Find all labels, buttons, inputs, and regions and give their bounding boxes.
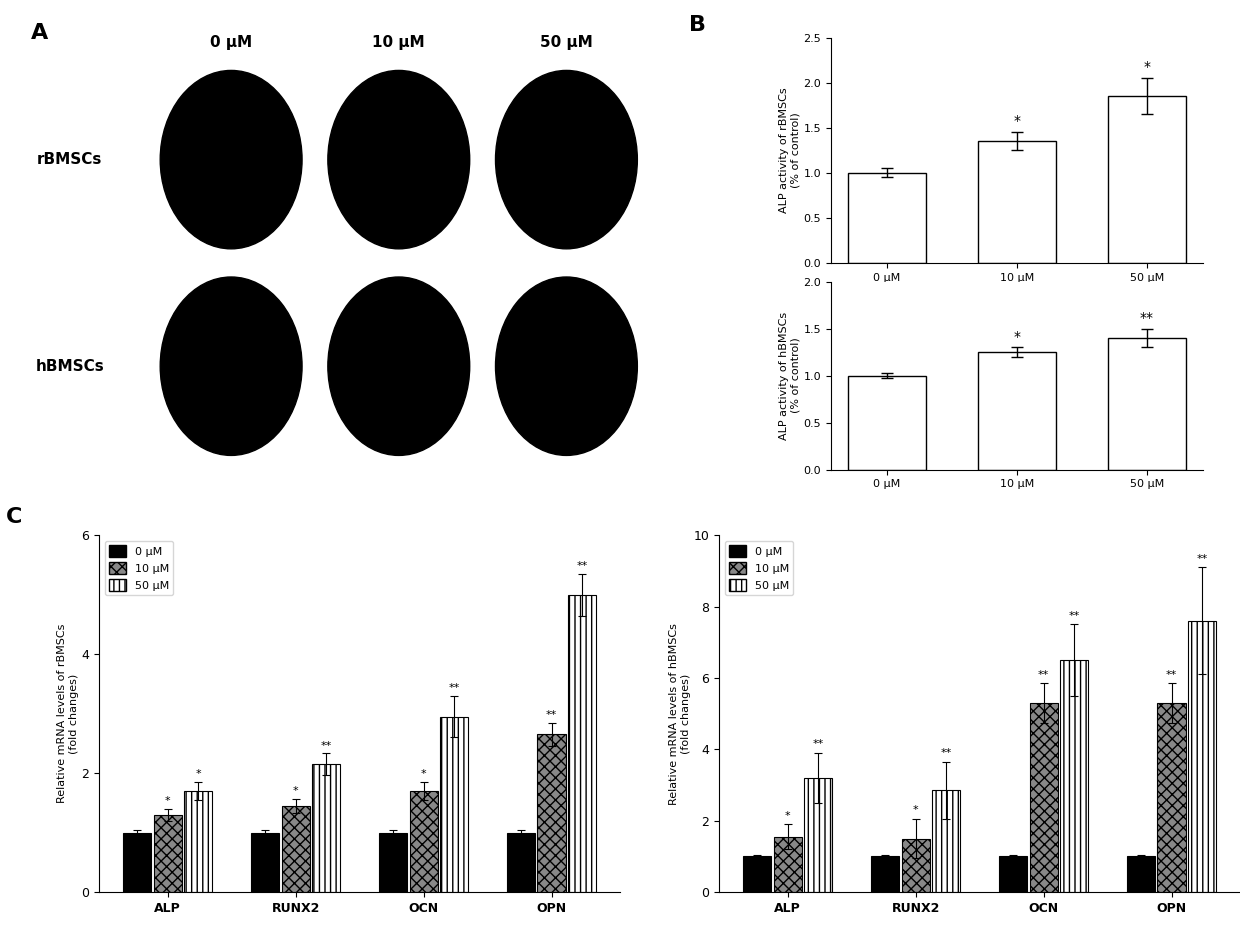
Text: 50 μM: 50 μM bbox=[541, 35, 593, 50]
Bar bbox=[537, 734, 565, 892]
Bar bbox=[774, 837, 802, 892]
Text: *: * bbox=[913, 806, 919, 815]
Bar bbox=[568, 594, 596, 892]
Bar bbox=[409, 791, 438, 892]
Bar bbox=[901, 839, 930, 892]
Y-axis label: ALP activity of hBMSCs
(% of control): ALP activity of hBMSCs (% of control) bbox=[779, 312, 801, 439]
Bar bbox=[1060, 660, 1089, 892]
Ellipse shape bbox=[160, 277, 303, 455]
Y-axis label: ALP activity of rBMSCs
(% of control): ALP activity of rBMSCs (% of control) bbox=[779, 87, 801, 213]
Text: **: ** bbox=[812, 739, 825, 749]
Text: **: ** bbox=[1038, 670, 1049, 680]
Text: hBMSCs: hBMSCs bbox=[36, 359, 104, 374]
Bar bbox=[185, 791, 212, 892]
Bar bbox=[123, 833, 151, 892]
Text: **: ** bbox=[1069, 611, 1080, 621]
Text: *: * bbox=[1013, 114, 1021, 128]
Text: rBMSCs: rBMSCs bbox=[37, 152, 103, 167]
Text: C: C bbox=[5, 507, 22, 527]
Bar bbox=[1107, 338, 1185, 470]
Text: **: ** bbox=[1166, 670, 1177, 680]
Text: *: * bbox=[785, 810, 790, 821]
Bar bbox=[281, 806, 310, 892]
Ellipse shape bbox=[496, 277, 637, 455]
Bar bbox=[978, 141, 1055, 263]
Legend: 0 μM, 10 μM, 50 μM: 0 μM, 10 μM, 50 μM bbox=[104, 541, 174, 595]
Text: **: ** bbox=[546, 710, 557, 719]
Bar bbox=[1157, 703, 1185, 892]
Text: **: ** bbox=[321, 741, 332, 750]
Text: 0 μM: 0 μM bbox=[210, 35, 252, 50]
Bar bbox=[805, 777, 832, 892]
Ellipse shape bbox=[327, 70, 470, 249]
Y-axis label: Relative mRNA levels of rBMSCs
(fold changes): Relative mRNA levels of rBMSCs (fold cha… bbox=[57, 623, 78, 804]
Text: *: * bbox=[1143, 59, 1151, 73]
Bar bbox=[440, 716, 469, 892]
Bar bbox=[1107, 96, 1185, 263]
Ellipse shape bbox=[160, 70, 303, 249]
Bar bbox=[848, 376, 926, 470]
Y-axis label: Relative mRNA levels of hBMSCs
(fold changes): Relative mRNA levels of hBMSCs (fold cha… bbox=[670, 623, 691, 805]
Bar bbox=[743, 856, 771, 892]
Text: *: * bbox=[196, 769, 201, 779]
Bar bbox=[250, 833, 279, 892]
Text: *: * bbox=[165, 796, 170, 806]
Text: **: ** bbox=[577, 561, 588, 571]
Text: A: A bbox=[31, 23, 48, 43]
Text: *: * bbox=[293, 786, 299, 795]
Bar bbox=[1127, 856, 1154, 892]
Bar bbox=[378, 833, 407, 892]
Text: *: * bbox=[420, 769, 427, 779]
Text: **: ** bbox=[1140, 311, 1154, 325]
Bar bbox=[870, 856, 899, 892]
Bar bbox=[1188, 621, 1216, 892]
Text: B: B bbox=[689, 15, 707, 35]
Text: **: ** bbox=[1197, 554, 1208, 563]
Legend: 0 μM, 10 μM, 50 μM: 0 μM, 10 μM, 50 μM bbox=[724, 541, 794, 595]
Text: **: ** bbox=[941, 748, 952, 758]
Text: *: * bbox=[1013, 330, 1021, 344]
Text: **: ** bbox=[449, 683, 460, 693]
Bar bbox=[932, 791, 961, 892]
Bar bbox=[998, 856, 1027, 892]
Ellipse shape bbox=[496, 70, 637, 249]
Bar bbox=[154, 815, 182, 892]
Ellipse shape bbox=[327, 277, 470, 455]
Bar bbox=[848, 173, 926, 263]
Text: 10 μM: 10 μM bbox=[372, 35, 425, 50]
Bar bbox=[507, 833, 534, 892]
Bar bbox=[312, 764, 341, 892]
Bar bbox=[978, 352, 1055, 470]
Bar bbox=[1029, 703, 1058, 892]
